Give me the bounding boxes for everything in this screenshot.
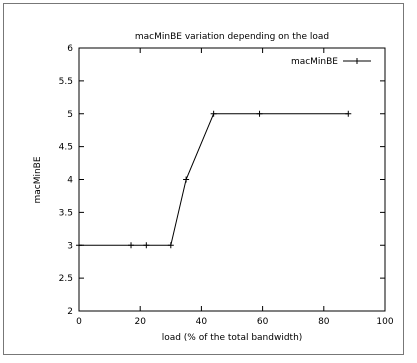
chart-title: macMinBE variation depending on the load bbox=[135, 32, 329, 42]
x-tick-label: 80 bbox=[318, 317, 330, 327]
y-tick-label: 5 bbox=[67, 110, 73, 120]
x-tick-label: 40 bbox=[196, 317, 208, 327]
y-tick-label: 5.5 bbox=[59, 77, 73, 87]
y-tick-label: 4.5 bbox=[59, 143, 73, 153]
y-tick-label: 4 bbox=[67, 176, 73, 186]
data-point bbox=[76, 242, 82, 249]
data-point bbox=[143, 242, 150, 249]
plot-area bbox=[78, 47, 386, 312]
series-layer bbox=[76, 110, 352, 249]
data-point bbox=[167, 242, 174, 249]
data-point bbox=[345, 110, 352, 117]
y-tick-label: 3 bbox=[67, 241, 73, 251]
axis-ticks: 0 20 40 60 80 100 2 2.5 3 3.5 4 4.5 5 5.5 6 bbox=[59, 44, 394, 327]
data-point bbox=[210, 110, 217, 117]
legend-label-macminbe: macMinBE bbox=[291, 57, 338, 67]
data-point bbox=[183, 176, 190, 183]
x-axis-label: load (% of the total bandwidth) bbox=[162, 333, 303, 343]
x-tick-label: 20 bbox=[134, 317, 146, 327]
data-point bbox=[128, 242, 135, 249]
y-tick-label: 2.5 bbox=[59, 274, 73, 284]
legend: macMinBE bbox=[291, 57, 371, 67]
x-tick-label: 60 bbox=[257, 317, 269, 327]
x-tick-label: 0 bbox=[76, 317, 82, 327]
y-tick-label: 2 bbox=[67, 307, 73, 317]
y-axis-label: macMinBE bbox=[33, 156, 43, 203]
y-tick-label: 3.5 bbox=[59, 208, 73, 218]
x-tick-label: 100 bbox=[376, 317, 393, 327]
y-tick-label: 6 bbox=[67, 44, 73, 54]
figure-frame bbox=[3, 3, 404, 355]
data-point bbox=[256, 110, 263, 117]
series-line-macminbe bbox=[79, 113, 349, 246]
